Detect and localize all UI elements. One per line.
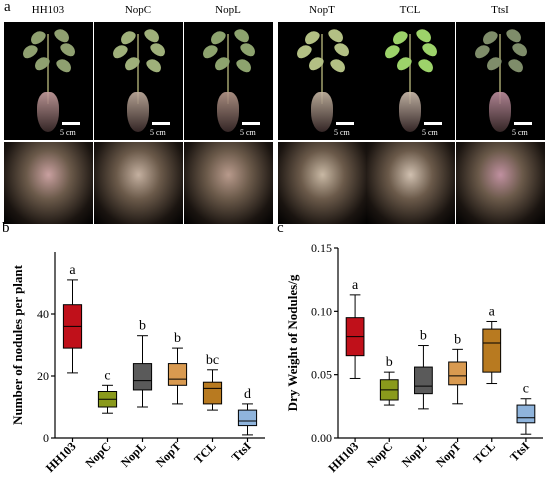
y-tick-label: 0	[43, 431, 49, 445]
plant-photo-tcl: 5 cm	[366, 22, 455, 140]
scale-label: 5 cm	[240, 128, 256, 137]
box-ttsi	[237, 409, 258, 427]
significance-letter: b	[174, 331, 181, 346]
scale-bar	[242, 122, 260, 125]
scale-bar	[336, 122, 354, 125]
x-tick-label: NopL	[399, 439, 430, 470]
box-nopl	[414, 366, 433, 395]
y-axis-label: Dry Weight of Nodules/g	[285, 274, 300, 411]
significance-letter: b	[386, 355, 393, 370]
scale-label: 5 cm	[60, 128, 76, 137]
x-tick-label: NopT	[433, 439, 464, 470]
strain-header-nopl: NopL	[215, 4, 241, 16]
x-tick-label: NopL	[118, 439, 149, 470]
y-tick-label: 40	[37, 307, 49, 321]
root-closeup-nopt	[278, 142, 367, 224]
plant-photo-nopc: 5 cm	[94, 22, 183, 140]
scale-label: 5 cm	[422, 128, 438, 137]
box-nopl	[132, 363, 153, 391]
y-axis-label: Number of nodules per plant	[10, 264, 25, 425]
plant-photo-ttsi: 5 cm	[456, 22, 545, 140]
plant-photo-hh103: 5 cm	[4, 22, 93, 140]
y-tick-label: 0.10	[311, 304, 332, 318]
significance-letter: bc	[206, 353, 219, 368]
significance-letter: a	[69, 263, 76, 278]
panel-label-c: c	[277, 220, 284, 236]
box-tcl	[482, 328, 502, 373]
x-tick-label: TCL	[471, 439, 498, 466]
box-nopt	[448, 361, 467, 386]
x-tick-label: NopT	[153, 439, 184, 470]
x-tick-label: TtsI	[229, 439, 254, 464]
significance-letter: a	[352, 278, 359, 293]
strain-header-hh103: HH103	[31, 4, 65, 16]
plant-photo-nopt: 5 cm	[278, 22, 367, 140]
box-nopt	[167, 363, 188, 386]
plant-photo-nopl: 5 cm	[184, 22, 273, 140]
x-tick-label: TCL	[191, 439, 218, 466]
x-tick-label: NopC	[82, 439, 113, 470]
y-tick-label: 0.05	[311, 368, 332, 382]
x-tick-label: TtsI	[507, 439, 532, 464]
strain-header-ttsi: TtsI	[491, 4, 509, 16]
x-tick-label: NopC	[364, 439, 395, 470]
box-ttsi	[516, 404, 536, 424]
scale-bar	[62, 122, 80, 125]
significance-letter: b	[139, 319, 146, 334]
y-tick-label: 0.00	[311, 431, 332, 445]
scale-label: 5 cm	[512, 128, 528, 137]
significance-letter: b	[420, 329, 427, 344]
scale-bar	[152, 122, 170, 125]
y-tick-label: 0.15	[311, 241, 332, 255]
root-closeup-nopl	[184, 142, 273, 224]
scale-label: 5 cm	[334, 128, 350, 137]
significance-letter: d	[244, 387, 251, 402]
panel-label-b: b	[2, 220, 10, 236]
root-closeup-nopc	[94, 142, 183, 224]
strain-header-tcl: TCL	[399, 4, 421, 16]
significance-letter: c	[523, 382, 529, 397]
nodule-weight-boxplot: 0.00 0.05 0.10 0.15 Dry Weight of Nodules/g a…	[285, 241, 543, 475]
significance-letter: c	[104, 368, 110, 383]
box-tcl	[202, 381, 223, 405]
y-tick-label: 20	[37, 369, 49, 383]
scale-bar	[424, 122, 442, 125]
strain-header-nopc: NopC	[124, 4, 152, 16]
scale-bar	[514, 122, 532, 125]
significance-letter: a	[489, 304, 496, 319]
root-closeup-tcl	[366, 142, 455, 224]
strain-header-nopt: NopT	[309, 4, 335, 16]
scale-label: 5 cm	[150, 128, 166, 137]
panel-label-a: a	[4, 0, 11, 15]
root-closeup-hh103	[4, 142, 93, 224]
significance-letter: b	[454, 332, 461, 347]
root-closeup-ttsi	[456, 142, 545, 224]
